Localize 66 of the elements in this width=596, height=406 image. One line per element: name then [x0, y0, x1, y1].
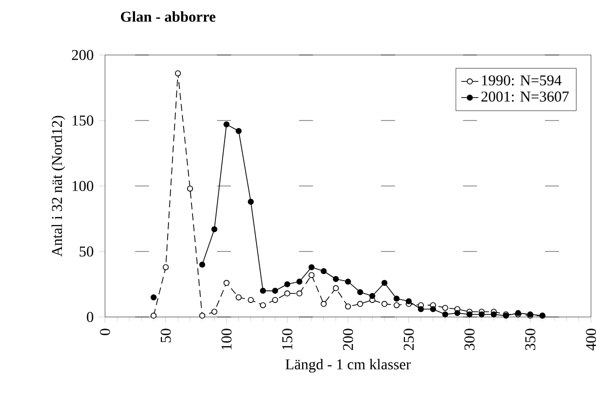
x-tick-label: 0: [100, 328, 110, 336]
point: [406, 298, 412, 304]
point: [260, 302, 266, 308]
point: [199, 312, 206, 319]
chart-title: Glan - abborre: [120, 11, 216, 22]
point: [272, 288, 278, 294]
point: [248, 296, 254, 303]
x-axis-title: Längd - 1 cm klasser: [286, 358, 411, 373]
point: [284, 290, 290, 296]
point: [490, 311, 497, 318]
point: [224, 121, 230, 128]
x-tick-label: 150: [282, 328, 292, 350]
point: [442, 304, 448, 311]
point: [357, 300, 364, 307]
point: [332, 285, 339, 292]
x-tick-label: 100: [221, 328, 232, 350]
point: [394, 296, 400, 302]
y-tick-label: 0: [86, 312, 94, 322]
point: [430, 306, 436, 312]
y-tick-label: 100: [72, 180, 94, 192]
point: [454, 310, 460, 316]
point: [320, 268, 327, 274]
point: [308, 272, 315, 278]
x-tick-label: 400: [586, 328, 596, 350]
x-tick-label: 50: [160, 328, 171, 342]
point: [199, 262, 206, 268]
point: [211, 226, 218, 232]
legend-label: 2001: N=3607: [481, 92, 569, 102]
point: [211, 308, 218, 315]
point: [418, 306, 424, 312]
point: [224, 280, 230, 286]
point: [162, 264, 169, 270]
point: [272, 296, 278, 303]
point: [187, 186, 194, 192]
point: [442, 311, 448, 318]
y-tick-label: 150: [72, 115, 94, 126]
point: [369, 293, 376, 300]
y-tick-label: 200: [72, 50, 94, 60]
point: [394, 302, 400, 308]
point: [236, 128, 242, 134]
point: [296, 290, 302, 296]
point: [357, 289, 364, 296]
point: [320, 300, 327, 307]
point: [345, 304, 352, 310]
point: [466, 311, 472, 318]
y-axis-title: Antal i 32 nät (Nord12): [52, 116, 66, 257]
point: [345, 278, 352, 285]
point: [332, 276, 339, 282]
point: [296, 278, 302, 285]
point: [150, 294, 157, 300]
point: [381, 280, 388, 286]
point: [260, 288, 266, 294]
point: [248, 198, 254, 205]
x-tick-label: 300: [464, 328, 475, 350]
y-tick-label: 50: [80, 246, 94, 257]
legend-label: 1990: N=594: [482, 75, 562, 86]
point: [284, 281, 290, 288]
point: [174, 70, 181, 76]
point: [478, 311, 485, 318]
x-tick-label: 350: [525, 328, 536, 350]
point: [381, 300, 388, 307]
point: [236, 294, 242, 300]
point: [308, 264, 315, 270]
x-tick-label: 200: [342, 328, 354, 350]
x-tick-label: 250: [404, 328, 414, 350]
point: [150, 312, 157, 319]
